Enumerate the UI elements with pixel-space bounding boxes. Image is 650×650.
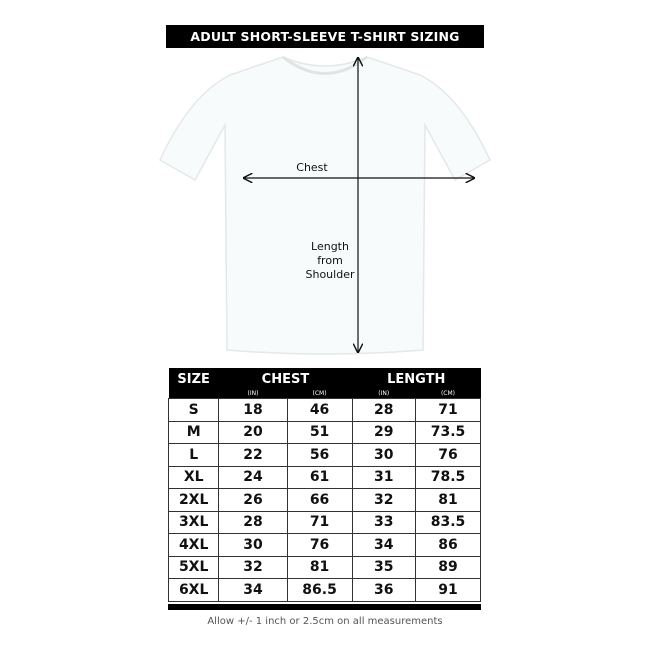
table-row: S 18 46 28 71 [167, 398, 481, 422]
table-cell: 86.5 [286, 578, 353, 602]
table-cell: 30 [218, 533, 288, 557]
tshirt-diagram [159, 55, 491, 355]
table-cell: 5XL [167, 555, 220, 579]
table-cell: S [167, 398, 220, 422]
table-cell: 81 [286, 555, 353, 579]
table-row: XL 24 61 31 78.5 [167, 465, 481, 489]
table-row: 3XL 28 71 33 83.5 [167, 510, 481, 534]
table-cell: 28 [218, 510, 288, 534]
table-cell: 35 [351, 555, 417, 579]
table-cell: L [167, 443, 220, 467]
table-row: M 20 51 29 73.5 [167, 420, 481, 444]
table-cell: 61 [286, 465, 353, 489]
table-cell: 71 [286, 510, 353, 534]
table-cell: 66 [286, 488, 353, 512]
table-cell: 28 [351, 398, 417, 422]
table-cell: 46 [286, 398, 353, 422]
table-cell: 31 [351, 465, 417, 489]
table-cell: 33 [351, 510, 417, 534]
header-chest: CHEST [218, 368, 353, 388]
table-cell: 18 [218, 398, 288, 422]
table-cell: 30 [351, 443, 417, 467]
table-cell: XL [167, 465, 220, 489]
header-chest-in: (IN) [218, 388, 288, 399]
size-table: SIZE CHEST LENGTH (IN) (CM) (IN) (CM) S 18 46… [167, 368, 481, 602]
table-cell: 36 [351, 578, 417, 602]
table-cell: 89 [415, 555, 481, 579]
table-row: L 22 56 30 76 [167, 443, 481, 467]
table-cell: M [167, 420, 220, 444]
length-label: Length from Shoulder [305, 240, 355, 281]
measurement-note: Allow +/- 1 inch or 2.5cm on all measure… [207, 616, 443, 627]
table-cell: 81 [415, 488, 481, 512]
header-chest-cm: (CM) [287, 388, 353, 399]
table-row: 4XL 30 76 34 86 [167, 533, 481, 557]
header-length-in: (IN) [352, 388, 416, 399]
table-cell: 34 [218, 578, 288, 602]
table-cell: 83.5 [415, 510, 481, 534]
table-row: 2XL 26 66 32 81 [167, 488, 481, 512]
table-row: 6XL 34 86.5 36 91 [167, 578, 481, 602]
table-cell: 34 [351, 533, 417, 557]
table-cell: 56 [286, 443, 353, 467]
table-row: 5XL 32 81 35 89 [167, 555, 481, 579]
table-cell: 71 [415, 398, 481, 422]
table-footer-bar [168, 604, 481, 610]
table-cell: 26 [218, 488, 288, 512]
table-cell: 86 [415, 533, 481, 557]
header-size: SIZE [168, 368, 219, 399]
chest-label: Chest [296, 161, 328, 174]
header-length-cm: (CM) [415, 388, 481, 399]
table-cell: 29 [351, 420, 417, 444]
table-cell: 51 [286, 420, 353, 444]
table-cell: 76 [286, 533, 353, 557]
page-title: ADULT SHORT-SLEEVE T-SHIRT SIZING [166, 25, 484, 48]
table-cell: 6XL [167, 578, 220, 602]
table-cell: 32 [351, 488, 417, 512]
table-cell: 4XL [167, 533, 220, 557]
table-cell: 3XL [167, 510, 220, 534]
table-cell: 91 [415, 578, 481, 602]
table-cell: 76 [415, 443, 481, 467]
table-cell: 2XL [167, 488, 220, 512]
table-cell: 73.5 [415, 420, 481, 444]
table-cell: 24 [218, 465, 288, 489]
table-cell: 32 [218, 555, 288, 579]
table-cell: 20 [218, 420, 288, 444]
table-cell: 78.5 [415, 465, 481, 489]
header-length: LENGTH [352, 368, 481, 388]
tshirt-shape [159, 56, 491, 355]
table-cell: 22 [218, 443, 288, 467]
